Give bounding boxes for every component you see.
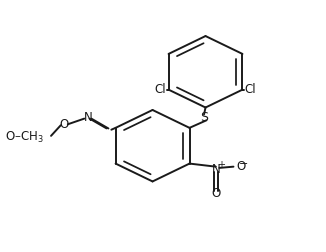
Text: Cl: Cl [245, 83, 257, 96]
Text: N: N [83, 111, 92, 124]
Text: O: O [211, 187, 220, 200]
Text: −: − [239, 159, 248, 169]
Text: S: S [200, 111, 208, 124]
Text: N: N [212, 163, 220, 176]
Text: Cl: Cl [155, 83, 166, 96]
Text: O–CH$_3$: O–CH$_3$ [5, 130, 44, 145]
Text: O: O [60, 118, 69, 131]
Text: +: + [217, 160, 225, 170]
Text: O: O [236, 160, 246, 173]
